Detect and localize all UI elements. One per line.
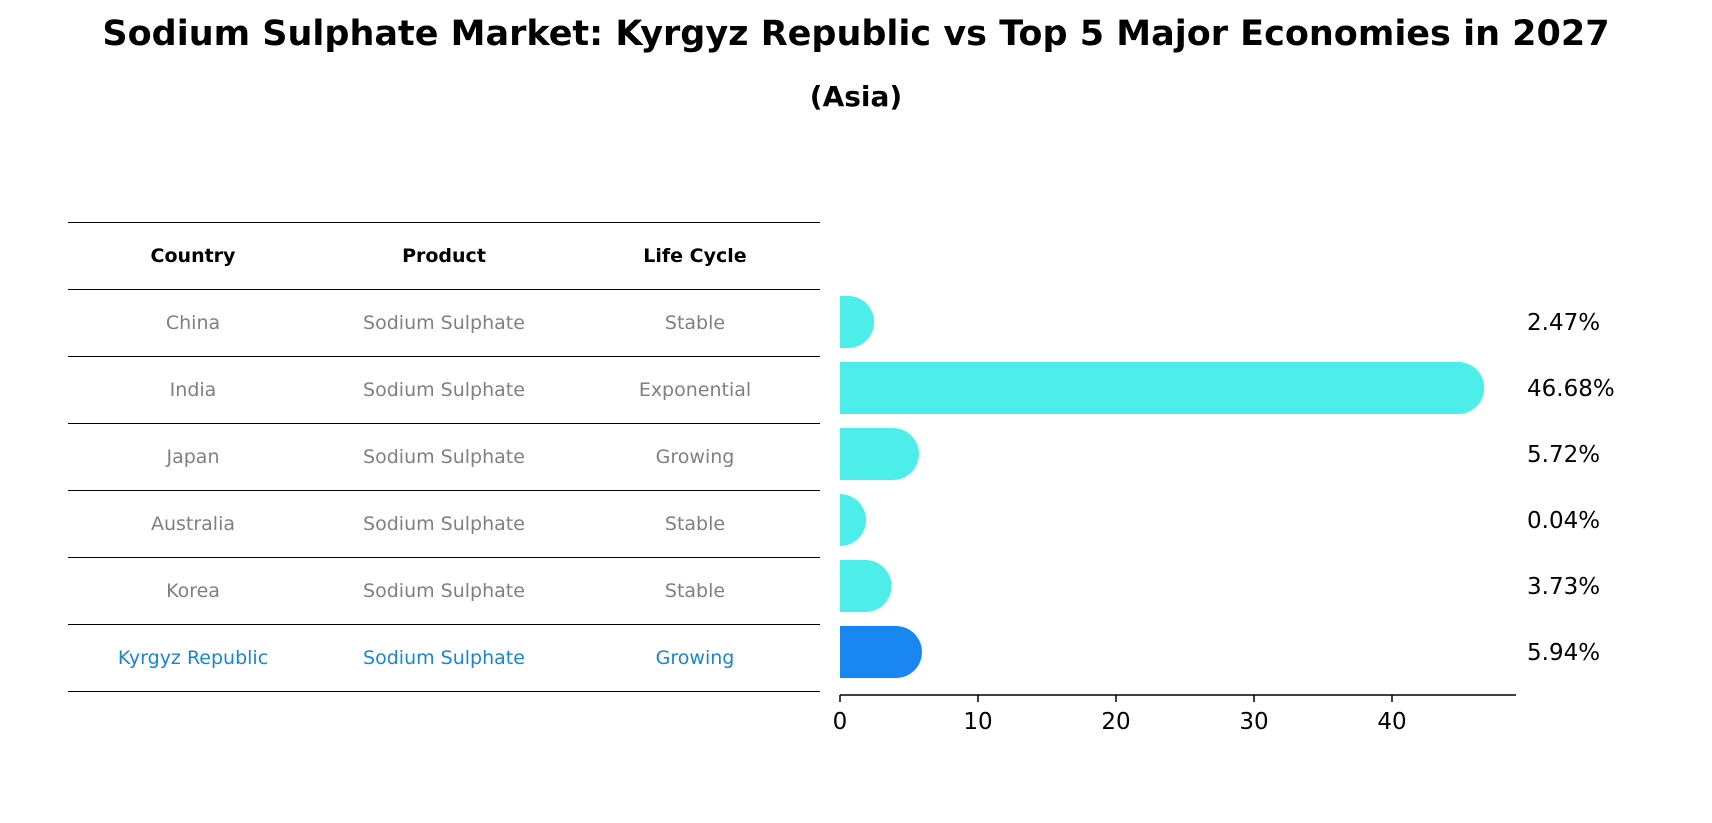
- table-row: Korea Sodium Sulphate Stable: [68, 557, 820, 624]
- x-tick-label: 20: [1101, 709, 1130, 735]
- chart-subtitle: (Asia): [809, 80, 903, 113]
- value-label: 5.94%: [1527, 640, 1600, 666]
- product-cell: Sodium Sulphate: [363, 513, 525, 535]
- product-cell: Sodium Sulphate: [363, 312, 525, 334]
- table-row: Australia Sodium Sulphate Stable: [68, 490, 820, 557]
- product-cell: Sodium Sulphate: [363, 379, 525, 401]
- bar-india: [840, 362, 1485, 414]
- header-product: Product: [402, 245, 486, 267]
- x-tick-label: 0: [833, 709, 848, 735]
- country-cell: India: [169, 379, 217, 401]
- table-row: India Sodium Sulphate Exponential: [68, 356, 820, 423]
- life-cycle-cell: Exponential: [638, 379, 752, 401]
- x-tick-label: 30: [1239, 709, 1268, 735]
- x-tick-label: 10: [963, 709, 992, 735]
- bar-china: [840, 296, 875, 348]
- bar-australia: [840, 494, 866, 546]
- value-label: 2.47%: [1527, 310, 1600, 336]
- life-cycle-cell: Stable: [664, 312, 726, 334]
- value-label: 5.72%: [1527, 442, 1600, 468]
- bar-japan: [840, 428, 919, 480]
- life-cycle-cell: Stable: [664, 513, 726, 535]
- product-cell: Sodium Sulphate: [363, 446, 525, 468]
- header-country: Country: [150, 245, 236, 267]
- value-label: 46.68%: [1527, 376, 1615, 402]
- product-cell: Sodium Sulphate: [363, 647, 525, 669]
- product-cell: Sodium Sulphate: [363, 580, 525, 602]
- header-life-cycle: Life Cycle: [643, 245, 747, 267]
- table-header-row: Country Product Life Cycle: [68, 222, 820, 289]
- country-cell: China: [165, 312, 221, 334]
- x-tick-label: 40: [1377, 709, 1406, 735]
- chart-title: Sodium Sulphate Market: Kyrgyz Republic …: [102, 14, 1610, 54]
- bar-kyrgyz-republic: [840, 626, 922, 678]
- table-row: Japan Sodium Sulphate Growing: [68, 423, 820, 490]
- value-label: 0.04%: [1527, 508, 1600, 534]
- data-table: Country Product Life Cycle China Sodium …: [68, 222, 820, 692]
- country-cell: Australia: [150, 513, 236, 535]
- country-cell: Japan: [166, 446, 220, 468]
- country-cell: Korea: [166, 580, 220, 602]
- bar-korea: [840, 560, 892, 612]
- value-label: 3.73%: [1527, 574, 1600, 600]
- life-cycle-cell: Stable: [664, 580, 726, 602]
- country-cell: Kyrgyz Republic: [117, 647, 269, 669]
- life-cycle-cell: Growing: [655, 647, 735, 669]
- table-row-highlighted: Kyrgyz Republic Sodium Sulphate Growing: [68, 624, 820, 692]
- life-cycle-cell: Growing: [655, 446, 735, 468]
- table-row: China Sodium Sulphate Stable: [68, 289, 820, 356]
